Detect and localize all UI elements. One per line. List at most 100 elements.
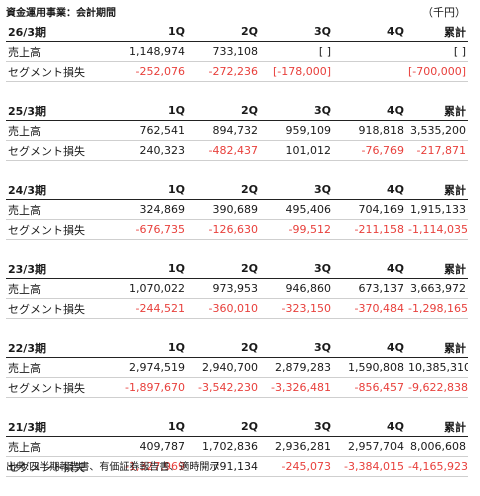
- value-cell: 3,663,972: [406, 278, 468, 299]
- column-header: 1Q: [114, 180, 187, 200]
- value-cell: -1,897,670: [114, 377, 187, 398]
- row-label: 売上高: [6, 199, 114, 220]
- value-cell: -9,622,838: [406, 377, 468, 398]
- value-cell: 8,006,608: [406, 436, 468, 457]
- value-cell: -3,384,015: [333, 456, 406, 477]
- column-header: 4Q: [333, 101, 406, 121]
- value-cell: 946,860: [260, 278, 333, 299]
- sales-row: 売上高 324,869 390,689 495,406 704,169 1,915,133: [6, 199, 468, 220]
- period-label: 26/3期: [6, 22, 114, 42]
- column-header: 3Q: [260, 22, 333, 42]
- value-cell: 733,108: [187, 41, 260, 62]
- period-table: 24/3期 1Q 2Q 3Q 4Q 累計 売上高 324,869 390,689 495,406 7…: [6, 180, 468, 240]
- column-header: 2Q: [187, 180, 260, 200]
- column-header: 3Q: [260, 338, 333, 358]
- value-cell: 3,535,200: [406, 120, 468, 141]
- value-cell: 1,148,974: [114, 41, 187, 62]
- value-cell: 1,702,836: [187, 436, 260, 457]
- column-header: 累計: [406, 338, 468, 358]
- period-table: 23/3期 1Q 2Q 3Q 4Q 累計 売上高 1,070,022 973,953 946,86…: [6, 259, 468, 319]
- column-header: 2Q: [187, 417, 260, 437]
- value-cell: 1,915,133: [406, 199, 468, 220]
- value-cell: -217,871: [406, 140, 468, 161]
- column-header: 累計: [406, 180, 468, 200]
- value-cell: -76,769: [333, 140, 406, 161]
- value-cell: -323,150: [260, 298, 333, 319]
- segment-loss-row: セグメント損失 240,323 -482,437 101,012 -76,769 -217…: [6, 140, 468, 161]
- segment-loss-row: セグメント損失 -1,327,969 791,134 -245,073 -3,384,0…: [6, 456, 468, 477]
- column-header: 1Q: [114, 259, 187, 279]
- column-header: 累計: [406, 101, 468, 121]
- segment-loss-row: セグメント損失 -676,735 -126,630 -99,512 -211,158 -1…: [6, 219, 468, 240]
- page-title: 資金運用事業：会計期間: [6, 8, 116, 19]
- segment-loss-row: セグメント損失 -244,521 -360,010 -323,150 -370,484-…: [6, 298, 468, 319]
- value-cell: -3,326,481: [260, 377, 333, 398]
- value-cell: -1,327,969: [114, 456, 187, 477]
- column-header: 2Q: [187, 338, 260, 358]
- value-cell: -482,437: [187, 140, 260, 161]
- column-header: 1Q: [114, 417, 187, 437]
- value-cell: 101,012: [260, 140, 333, 161]
- row-label: 売上高: [6, 278, 114, 299]
- row-label: 売上高: [6, 436, 114, 457]
- value-cell: -360,010: [187, 298, 260, 319]
- value-cell: [-178,000]: [260, 61, 333, 82]
- row-label: 売上高: [6, 357, 114, 378]
- value-cell: -245,073: [260, 456, 333, 477]
- value-cell: [333, 41, 406, 62]
- value-cell: -676,735: [114, 219, 187, 240]
- column-header: 4Q: [333, 22, 406, 42]
- sales-row: 売上高 1,070,022 973,953 946,860 673,137 3,663,9…: [6, 278, 468, 299]
- value-cell: -99,512: [260, 219, 333, 240]
- value-cell: 973,953: [187, 278, 260, 299]
- value-cell: 324,869: [114, 199, 187, 220]
- value-cell: [-700,000]: [406, 61, 468, 82]
- value-cell: -211,158: [333, 219, 406, 240]
- value-cell: -272,236: [187, 61, 260, 82]
- segment-loss-row: セグメント損失 -252,076 -272,236 [-178,000] [-700,0…: [6, 61, 468, 82]
- period-header-row: 26/3期 1Q 2Q 3Q 4Q 累計: [6, 22, 468, 42]
- value-cell: [ ]: [260, 41, 333, 62]
- row-label: 売上高: [6, 41, 114, 62]
- period-label: 23/3期: [6, 259, 114, 279]
- column-header: 3Q: [260, 259, 333, 279]
- value-cell: 495,406: [260, 199, 333, 220]
- column-header: 4Q: [333, 338, 406, 358]
- column-header: 累計: [406, 417, 468, 437]
- value-cell: 409,787: [114, 436, 187, 457]
- sales-row: 売上高 1,148,974 733,108[ ][ ]: [6, 41, 468, 62]
- period-label: 22/3期: [6, 338, 114, 358]
- period-label: 21/3期: [6, 417, 114, 437]
- value-cell: -126,630: [187, 219, 260, 240]
- value-cell: 2,879,283: [260, 357, 333, 378]
- period-table: 21/3期 1Q 2Q 3Q 4Q 累計 売上高 409,787 1,702,836 2,936,…: [6, 417, 468, 477]
- unit-label: （千円）: [422, 6, 466, 19]
- value-cell: 673,137: [333, 278, 406, 299]
- period-table: 26/3期 1Q 2Q 3Q 4Q 累計 売上高 1,148,974 733,108[ ][ ]…: [6, 22, 468, 82]
- sales-row: 売上高 2,974,519 2,940,700 2,879,283 1,590,808 1…: [6, 357, 468, 378]
- column-header: 3Q: [260, 180, 333, 200]
- value-cell: 2,957,704: [333, 436, 406, 457]
- value-cell: -244,521: [114, 298, 187, 319]
- value-cell: 918,818: [333, 120, 406, 141]
- column-header: 2Q: [187, 259, 260, 279]
- period-header-row: 25/3期 1Q 2Q 3Q 4Q 累計: [6, 101, 468, 121]
- value-cell: 959,109: [260, 120, 333, 141]
- value-cell: -1,298,165: [406, 298, 468, 319]
- value-cell: 2,936,281: [260, 436, 333, 457]
- period-table: 22/3期 1Q 2Q 3Q 4Q 累計 売上高 2,974,519 2,940,700 2,87…: [6, 338, 468, 398]
- value-cell: 10,385,310: [406, 357, 468, 378]
- column-header: 1Q: [114, 101, 187, 121]
- period-table: 25/3期 1Q 2Q 3Q 4Q 累計 売上高 762,541 894,732 959,109 9…: [6, 101, 468, 161]
- period-label: 25/3期: [6, 101, 114, 121]
- column-header: 4Q: [333, 180, 406, 200]
- column-header: 2Q: [187, 101, 260, 121]
- segment-loss-row: セグメント損失 -1,897,670 -3,542,230 -3,326,481 -85…: [6, 377, 468, 398]
- value-cell: 1,590,808: [333, 357, 406, 378]
- column-header: 3Q: [260, 417, 333, 437]
- row-label: セグメント損失: [6, 61, 114, 82]
- period-header-row: 24/3期 1Q 2Q 3Q 4Q 累計: [6, 180, 468, 200]
- value-cell: 894,732: [187, 120, 260, 141]
- value-cell: -3,542,230: [187, 377, 260, 398]
- row-label: 売上高: [6, 120, 114, 141]
